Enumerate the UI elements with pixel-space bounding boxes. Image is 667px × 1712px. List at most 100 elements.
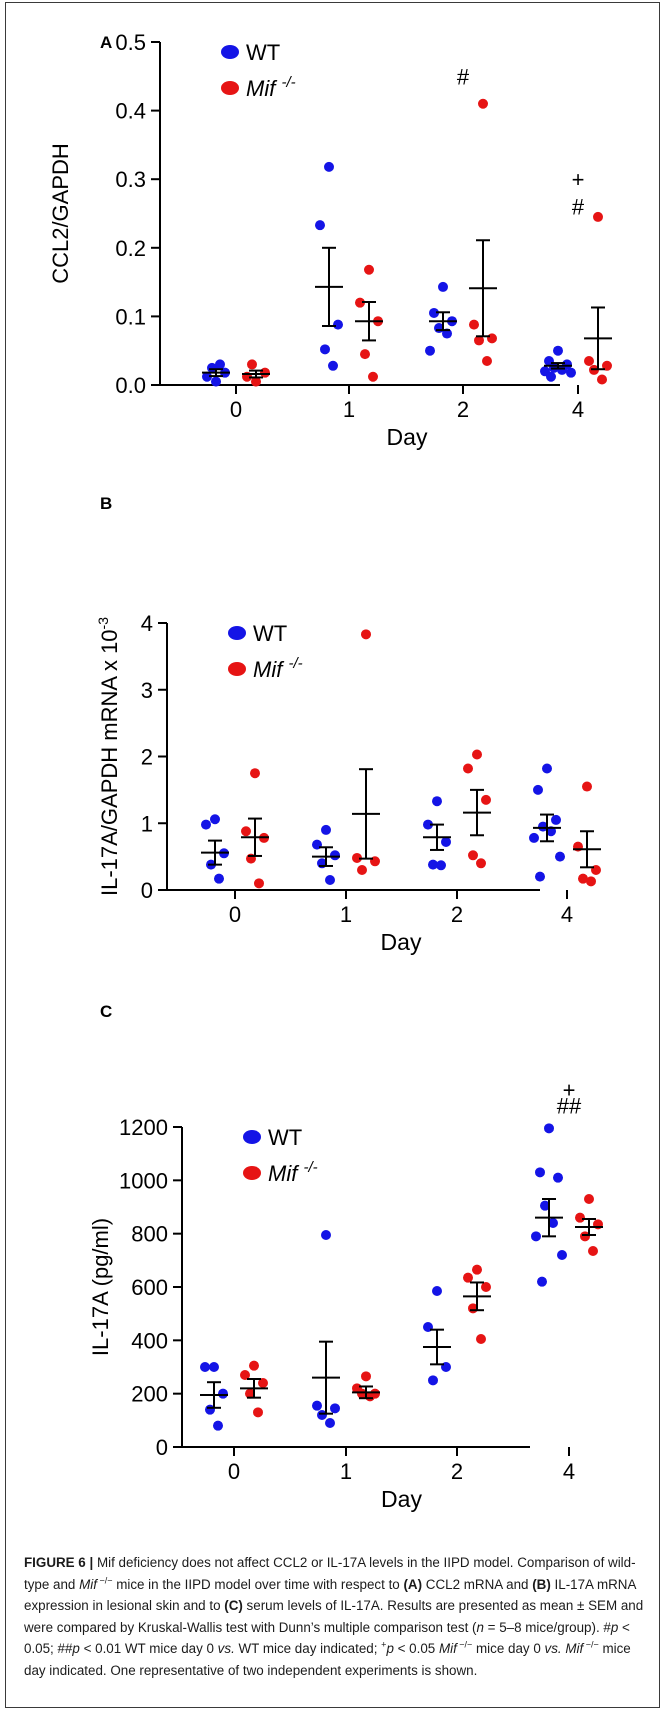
y-tick-label: 0.1 <box>115 304 146 329</box>
caption-text: < 0.05; ## <box>24 1619 630 1657</box>
caption-text: −/− <box>583 1639 599 1650</box>
panel-label: A <box>100 33 112 52</box>
legend-marker-wt <box>221 45 239 59</box>
data-point-wt <box>210 814 220 825</box>
legend-label-mif-superscript: -/- <box>288 655 302 672</box>
data-point-wt <box>321 824 331 835</box>
data-point-mif <box>247 359 257 370</box>
y-axis-title: IL-17A (pg/ml) <box>88 1218 113 1356</box>
y-tick-label: 0 <box>141 878 153 903</box>
y-axis-title: IL-17A/GAPDH mRNA x 10-3 <box>95 617 122 896</box>
data-point-wt <box>215 359 225 370</box>
data-point-mif <box>472 1264 482 1275</box>
x-tick-label: 0 <box>228 1459 240 1484</box>
significance-mark: # <box>457 64 470 89</box>
data-point-wt <box>428 859 438 870</box>
significance-mark: ## <box>557 1094 582 1119</box>
data-point-mif <box>468 850 478 861</box>
caption-text: mice day indicated. One representative o… <box>24 1641 631 1678</box>
data-point-wt <box>330 850 340 861</box>
legend-label-mif-superscript: -/- <box>281 74 295 91</box>
data-point-wt <box>540 1200 550 1211</box>
caption-text: p <box>72 1641 80 1656</box>
data-point-wt <box>535 1167 545 1178</box>
data-point-wt <box>425 345 435 356</box>
significance-mark: + <box>572 167 585 192</box>
caption-text: Mif deficiency does not affect CCL2 or I… <box>24 1555 636 1592</box>
y-tick-label: 400 <box>131 1328 168 1353</box>
chart-panel-c: C 0 200 400 600 800 1000 1200 0 1 2 4 Day IL-17A (pg/… <box>88 1002 603 1512</box>
data-point-mif <box>260 367 270 378</box>
y-axis-title-superscript: -3 <box>95 617 111 630</box>
y-tick-label: 0.3 <box>115 167 146 192</box>
y-tick-label: 1 <box>141 811 153 836</box>
data-point-wt <box>330 1403 340 1414</box>
data-point-mif <box>481 1282 491 1292</box>
data-point-wt <box>555 851 565 862</box>
y-tick-label: 0.2 <box>115 236 146 261</box>
legend-label-mif: Mif -/- <box>268 1159 318 1186</box>
panel-label: C <box>100 1002 112 1021</box>
data-point-wt <box>557 364 567 375</box>
data-point-wt <box>432 796 442 807</box>
data-point-wt <box>209 1362 219 1372</box>
x-tick-label: 1 <box>340 1459 352 1484</box>
data-point-wt <box>218 1388 228 1399</box>
figure-caption: FIGURE 6 | Mif deficiency does not affec… <box>24 1552 649 1681</box>
data-point-wt <box>546 371 556 382</box>
legend-label-wt: WT <box>253 621 287 646</box>
data-point-mif <box>584 1194 594 1204</box>
legend-label-mif-superscript: -/- <box>303 1159 317 1176</box>
data-point-mif <box>241 826 251 837</box>
caption-text: −/− <box>456 1639 473 1650</box>
y-tick-label: 600 <box>131 1275 168 1300</box>
data-point-wt <box>214 873 224 884</box>
caption-text: mice in the IIPD model over time with re… <box>112 1576 404 1592</box>
legend-marker-mif <box>243 1166 261 1180</box>
data-point-wt <box>436 860 446 871</box>
data-point-wt <box>533 784 543 795</box>
data-point-mif <box>352 852 362 863</box>
caption-text: −/− <box>96 1575 113 1586</box>
data-point-mif <box>357 864 367 875</box>
data-point-mif <box>245 1388 255 1399</box>
caption-label: FIGURE 6 | <box>24 1555 94 1570</box>
caption-text: Mif <box>565 1641 584 1656</box>
data-point-wt <box>321 1230 331 1240</box>
data-point-mif <box>482 355 492 366</box>
data-point-wt <box>542 763 552 774</box>
significance-mark: + <box>563 1078 576 1103</box>
legend-marker-wt <box>243 1130 261 1144</box>
x-tick-label: 2 <box>457 397 469 422</box>
data-point-mif <box>472 749 482 760</box>
data-point-wt <box>553 1172 563 1183</box>
data-point-mif <box>478 98 488 109</box>
data-point-wt <box>553 345 563 356</box>
x-axis-title: Day <box>381 929 422 955</box>
data-point-wt <box>535 871 545 882</box>
data-point-wt <box>551 814 561 825</box>
data-point-wt <box>429 307 439 318</box>
caption-text: mice day 0 <box>472 1641 545 1656</box>
data-point-mif <box>361 629 371 640</box>
legend-marker-wt <box>228 626 246 640</box>
data-point-wt <box>324 161 334 172</box>
data-point-mif <box>364 264 374 275</box>
data-point-mif <box>469 319 479 330</box>
data-point-mif <box>575 1212 585 1223</box>
caption-text: + <box>381 1639 387 1650</box>
x-tick-label: 2 <box>451 1459 463 1484</box>
data-point-mif <box>361 1371 371 1382</box>
data-point-mif <box>240 1370 250 1380</box>
data-point-wt <box>441 836 451 847</box>
x-axis-title: Day <box>381 1486 422 1512</box>
data-point-mif <box>249 1360 259 1371</box>
data-point-mif <box>476 858 486 869</box>
significance-mark: # <box>572 195 585 220</box>
data-point-mif <box>474 335 484 346</box>
data-point-mif <box>250 768 260 779</box>
caption-text: vs. <box>544 1641 562 1656</box>
chart-panel-b: B 0 1 2 3 4 0 1 2 4 Day IL-17A/GAPDH mRNA x 10-3 WT M… <box>95 494 601 955</box>
data-point-mif <box>584 355 594 366</box>
data-point-mif <box>481 794 491 805</box>
